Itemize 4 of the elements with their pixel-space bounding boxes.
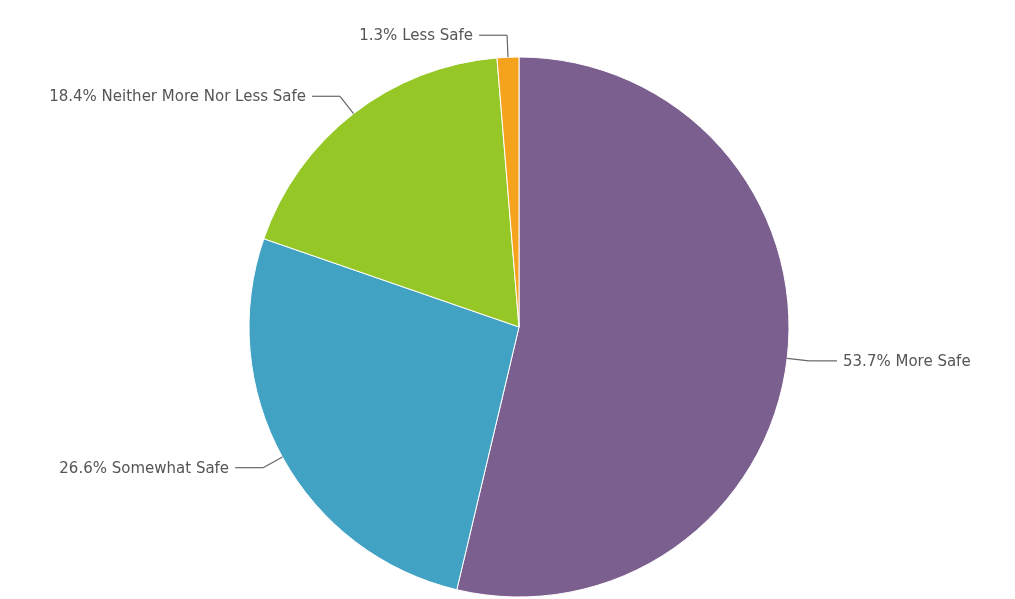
slice-label: 53.7% More Safe [843, 351, 971, 370]
slice-label: 1.3% Less Safe [359, 26, 474, 45]
slice-label: 18.4% Neither More Nor Less Safe [49, 87, 307, 106]
slice-label: 26.6% Somewhat Safe [59, 458, 230, 477]
